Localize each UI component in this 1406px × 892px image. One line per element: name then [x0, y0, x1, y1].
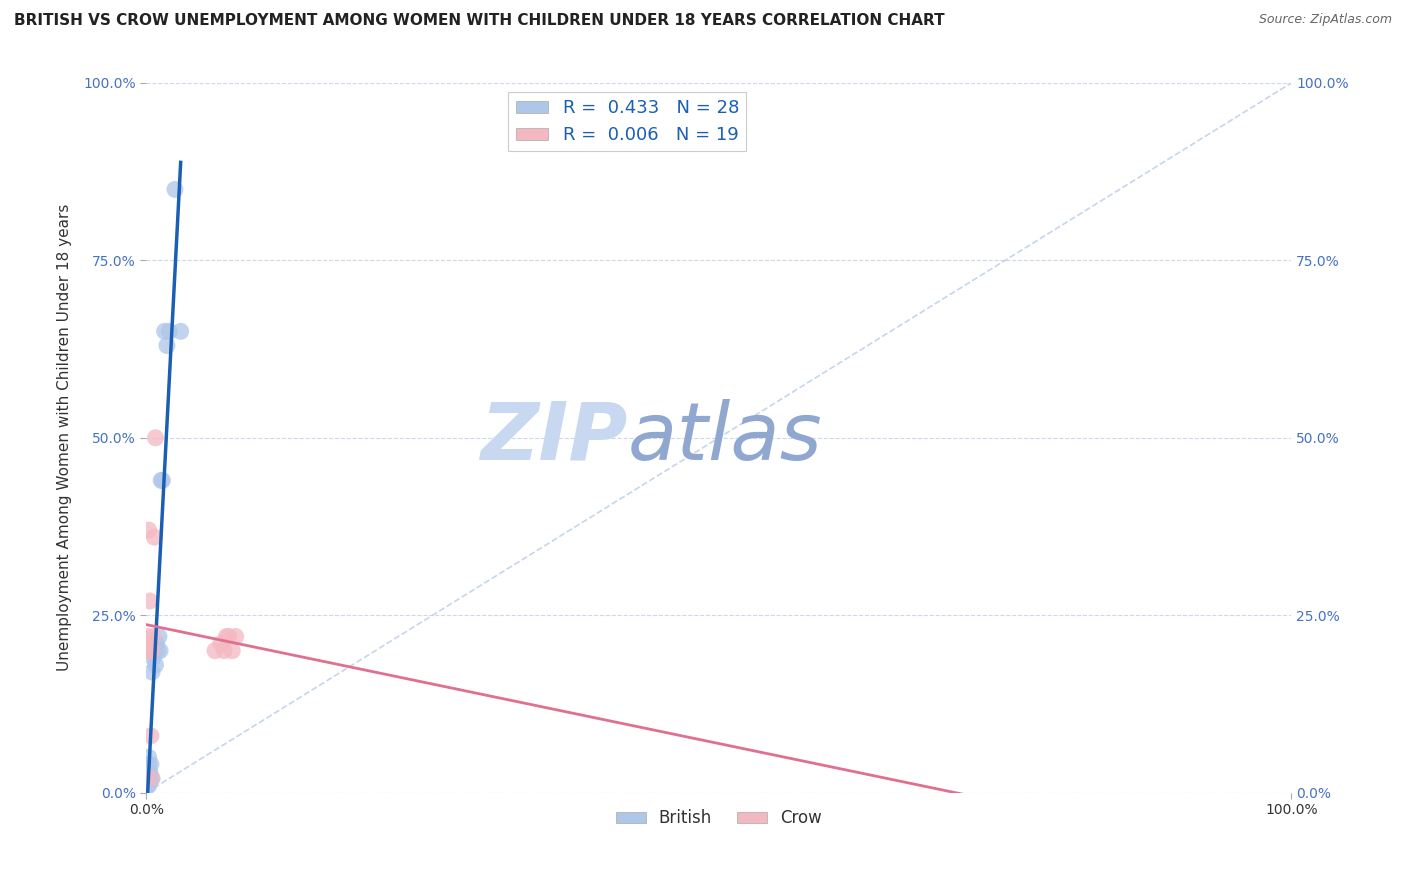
- Text: atlas: atlas: [627, 399, 823, 477]
- Point: [136, 779, 159, 793]
- Point: [209, 637, 232, 651]
- Point: [145, 657, 167, 672]
- Point: [139, 729, 162, 743]
- Point: [142, 650, 165, 665]
- Point: [139, 772, 162, 786]
- Point: [138, 757, 160, 772]
- Point: [156, 338, 179, 352]
- Point: [204, 643, 226, 657]
- Point: [163, 182, 186, 196]
- Point: [139, 594, 162, 608]
- Point: [148, 630, 170, 644]
- Point: [215, 630, 238, 644]
- Point: [139, 772, 162, 786]
- Point: [153, 324, 176, 338]
- Point: [138, 523, 160, 537]
- Point: [170, 324, 193, 338]
- Point: [143, 530, 166, 544]
- Point: [139, 772, 162, 786]
- Y-axis label: Unemployment Among Women with Children Under 18 years: Unemployment Among Women with Children U…: [58, 204, 72, 672]
- Point: [146, 643, 169, 657]
- Point: [138, 779, 160, 793]
- Point: [141, 665, 163, 679]
- Point: [138, 643, 160, 657]
- Point: [139, 637, 162, 651]
- Text: BRITISH VS CROW UNEMPLOYMENT AMONG WOMEN WITH CHILDREN UNDER 18 YEARS CORRELATIO: BRITISH VS CROW UNEMPLOYMENT AMONG WOMEN…: [14, 13, 945, 29]
- Point: [145, 637, 167, 651]
- Point: [136, 764, 159, 779]
- Point: [157, 324, 180, 338]
- Point: [139, 757, 162, 772]
- Point: [221, 643, 243, 657]
- Point: [141, 772, 163, 786]
- Text: ZIP: ZIP: [479, 399, 627, 477]
- Point: [139, 764, 162, 779]
- Point: [145, 431, 167, 445]
- Point: [138, 772, 160, 786]
- Point: [141, 643, 163, 657]
- Point: [142, 630, 165, 644]
- Point: [136, 772, 159, 786]
- Point: [149, 643, 172, 657]
- Point: [212, 643, 235, 657]
- Point: [136, 643, 159, 657]
- Point: [150, 474, 173, 488]
- Point: [136, 630, 159, 644]
- Point: [138, 750, 160, 764]
- Point: [218, 630, 240, 644]
- Legend: British, Crow: British, Crow: [609, 803, 828, 834]
- Point: [225, 630, 247, 644]
- Point: [142, 643, 165, 657]
- Point: [150, 474, 173, 488]
- Point: [143, 643, 166, 657]
- Text: Source: ZipAtlas.com: Source: ZipAtlas.com: [1258, 13, 1392, 27]
